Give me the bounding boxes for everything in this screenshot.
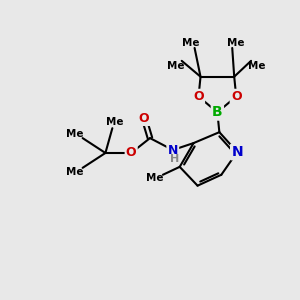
Text: Me: Me xyxy=(146,173,164,183)
Text: B: B xyxy=(212,105,223,119)
Text: Me: Me xyxy=(227,38,245,48)
Text: Me: Me xyxy=(182,38,200,48)
Text: O: O xyxy=(139,112,149,125)
Text: O: O xyxy=(126,146,136,160)
Text: Me: Me xyxy=(248,61,266,71)
Text: Me: Me xyxy=(66,129,83,139)
Text: Me: Me xyxy=(167,61,184,71)
Text: N: N xyxy=(168,143,178,157)
Text: O: O xyxy=(193,90,204,103)
Text: Me: Me xyxy=(106,117,123,127)
Text: Me: Me xyxy=(66,167,83,177)
Text: O: O xyxy=(231,90,242,103)
Text: H: H xyxy=(170,154,179,164)
Text: N: N xyxy=(231,145,243,159)
